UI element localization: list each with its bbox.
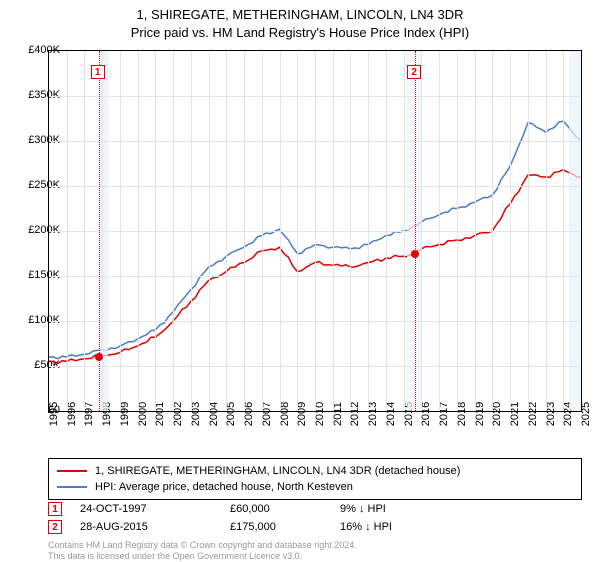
legend-swatch [57,470,87,472]
sale-marker-dot [95,353,103,361]
gridline-v [244,51,245,411]
title-line-2: Price paid vs. HM Land Registry's House … [0,24,600,42]
gridline-v [297,51,298,411]
gridline-v [421,51,422,411]
gridline-v [262,51,263,411]
attribution-line-1: Contains HM Land Registry data © Crown c… [48,540,357,550]
gridline-v [315,51,316,411]
gridline-v [492,51,493,411]
gridline-v [84,51,85,411]
gridline-v [173,51,174,411]
gridline-v [226,51,227,411]
sale-row: 1 24-OCT-1997£60,0009% ↓ HPI [48,500,582,518]
gridline-v [563,51,564,411]
gridline-v [404,51,405,411]
sale-row: 2 28-AUG-2015£175,00016% ↓ HPI [48,518,582,536]
title-line-1: 1, SHIREGATE, METHERINGHAM, LINCOLN, LN4… [0,6,600,24]
legend-item: HPI: Average price, detached house, Nort… [57,479,573,495]
gridline-v [439,51,440,411]
legend-swatch [57,486,87,488]
legend-label: HPI: Average price, detached house, Nort… [95,479,353,495]
marker-label-1: 1 [91,65,105,79]
gridline-v [350,51,351,411]
sale-pct: 16% ↓ HPI [340,521,420,533]
legend: 1, SHIREGATE, METHERINGHAM, LINCOLN, LN4… [48,458,582,500]
chart-title-block: 1, SHIREGATE, METHERINGHAM, LINCOLN, LN4… [0,0,600,42]
gridline-v [191,51,192,411]
gridline-v [368,51,369,411]
sale-price: £175,000 [230,521,340,533]
sales-table: 1 24-OCT-1997£60,0009% ↓ HPI 2 28-AUG-2015£… [48,500,582,536]
gridline-v [386,51,387,411]
gridline-v [475,51,476,411]
gridline-v [528,51,529,411]
legend-item: 1, SHIREGATE, METHERINGHAM, LINCOLN, LN4… [57,463,573,479]
sale-date: 24-OCT-1997 [80,503,230,515]
legend-label: 1, SHIREGATE, METHERINGHAM, LINCOLN, LN4… [95,463,460,479]
gridline-v [155,51,156,411]
sale-date: 28-AUG-2015 [80,521,230,533]
gridline-v [138,51,139,411]
marker-label-2: 2 [407,65,421,79]
gridline-v [67,51,68,411]
gridline-v [280,51,281,411]
gridline-v [120,51,121,411]
sale-marker-box: 1 [48,502,62,516]
attribution-text: Contains HM Land Registry data © Crown c… [48,540,357,562]
gridline-v [457,51,458,411]
gridline-v [510,51,511,411]
gridline-v [333,51,334,411]
gridline-v [209,51,210,411]
sale-pct: 9% ↓ HPI [340,503,420,515]
sale-marker-box: 2 [48,520,62,534]
marker-line [415,51,416,411]
gridline-v [546,51,547,411]
sale-marker-dot [411,250,419,258]
chart-plot-area [48,50,582,412]
sale-price: £60,000 [230,503,340,515]
